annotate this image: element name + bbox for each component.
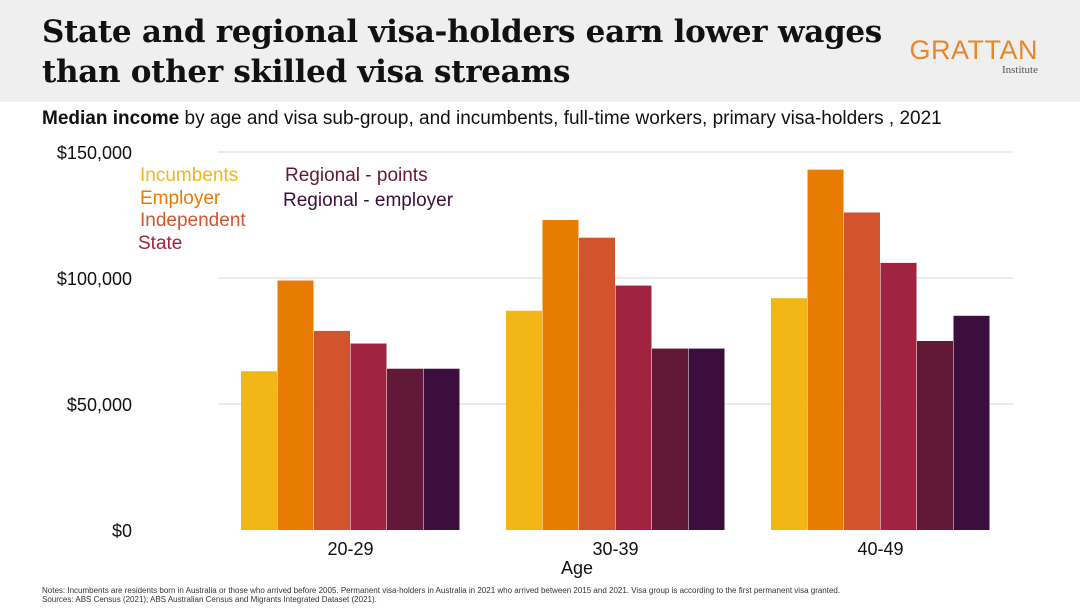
subtitle-rest: by age and visa sub-group, and incumbent… (179, 108, 942, 129)
x-axis-title: Age (561, 558, 593, 578)
notes-line: Notes: Incumbents are residents born in … (42, 586, 841, 595)
chart-subtitle: Median income by age and visa sub-group,… (42, 108, 942, 130)
y-tick-label: $0 (112, 521, 132, 541)
y-tick-label: $100,000 (57, 269, 132, 289)
x-tick-label: 40-49 (857, 539, 903, 559)
bar-independent-20-29 (314, 330, 350, 530)
y-tick-label: $50,000 (67, 395, 132, 415)
chart-title: State and regional visa-holders earn low… (42, 14, 882, 90)
bar-independent-40-49 (844, 212, 880, 531)
x-tick-label: 20-29 (327, 539, 373, 559)
bar-regional-employer-40-49 (953, 315, 990, 530)
legend-item: Employer (140, 188, 221, 209)
bar-employer-40-49 (807, 169, 844, 530)
bar-state-20-29 (350, 343, 387, 530)
grattan-logo: GRATTAN Institute (910, 36, 1039, 76)
bar-state-30-39 (615, 285, 652, 530)
bar-incumbents-30-39 (506, 310, 542, 530)
bar-employer-30-39 (542, 220, 579, 531)
sources-line: Sources: ABS Census (2021); ABS Australi… (42, 595, 377, 604)
x-tick-label: 30-39 (592, 539, 638, 559)
bar-state-40-49 (880, 262, 917, 530)
logo-wordmark: GRATTAN (909, 35, 1038, 65)
notes: Notes: Incumbents are residents born in … (42, 586, 1042, 604)
y-axis: $0 $50,000 $100,000 $150,000 (57, 143, 132, 541)
bar-regional-points-40-49 (917, 341, 953, 530)
bar-regional-points-20-29 (387, 368, 423, 530)
bar-incumbents-20-29 (241, 371, 277, 530)
subtitle-bold: Median income (42, 108, 180, 129)
bar-regional-employer-30-39 (688, 348, 725, 530)
legend-item: State (138, 233, 182, 254)
bar-regional-employer-20-29 (423, 368, 460, 530)
logo-subtext: Institute (1001, 64, 1038, 76)
legend-item: Incumbents (140, 165, 238, 186)
legend-item: Regional - points (285, 165, 428, 186)
legend-item: Independent (140, 210, 246, 231)
legend-item: Regional - employer (283, 190, 454, 211)
bar-independent-30-39 (579, 237, 615, 530)
y-tick-label: $150,000 (57, 143, 132, 163)
bar-employer-20-29 (277, 280, 314, 530)
bar-incumbents-40-49 (771, 298, 807, 530)
x-axis: 20-29 30-39 40-49 Age (327, 539, 903, 578)
bars (241, 169, 990, 531)
bar-regional-points-30-39 (652, 348, 688, 530)
header-band (0, 0, 1080, 102)
